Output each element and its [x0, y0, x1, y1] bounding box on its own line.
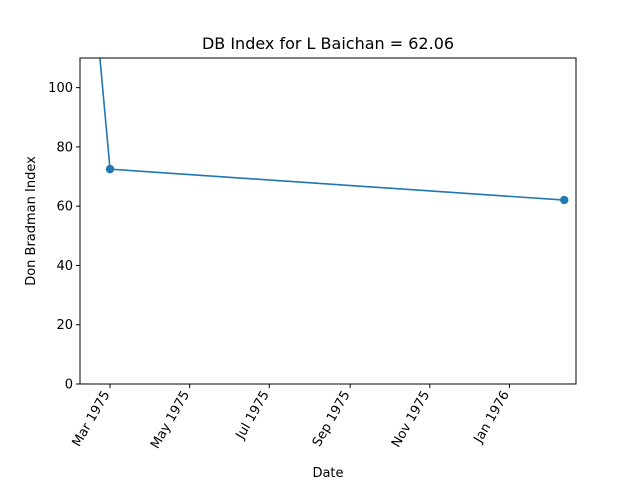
series-line — [99, 58, 565, 201]
y-axis-label: Don Bradman Index — [24, 156, 39, 286]
data-point — [560, 195, 569, 205]
y-tick-label: 100 — [48, 81, 73, 96]
y-tick-label: 0 — [65, 378, 73, 393]
y-tick-label: 60 — [56, 200, 73, 215]
x-tick-label: May 1975 — [148, 389, 193, 452]
x-tick-label: Mar 1975 — [70, 389, 114, 450]
x-tick-label: Sep 1975 — [310, 389, 354, 450]
chart-title: DB Index for L Baichan = 62.06 — [202, 34, 454, 53]
x-tick-label: Jul 1975 — [233, 389, 273, 443]
y-tick-label: 80 — [56, 140, 73, 155]
x-tick-label: Jan 1976 — [471, 389, 513, 447]
x-axis-label: Date — [312, 466, 343, 480]
y-tick-label: 20 — [56, 318, 73, 333]
plot-area — [99, 58, 569, 205]
plot-frame — [79, 57, 577, 385]
y-tick-label: 40 — [56, 259, 73, 274]
x-tick-label: Nov 1975 — [389, 389, 433, 451]
x-axis: Mar 1975 May 1975 Jul 1975 Sep 1975 Nov 1975… — [70, 384, 513, 452]
y-axis: 0 20 40 60 80 100 — [48, 81, 80, 393]
data-point — [105, 164, 115, 174]
